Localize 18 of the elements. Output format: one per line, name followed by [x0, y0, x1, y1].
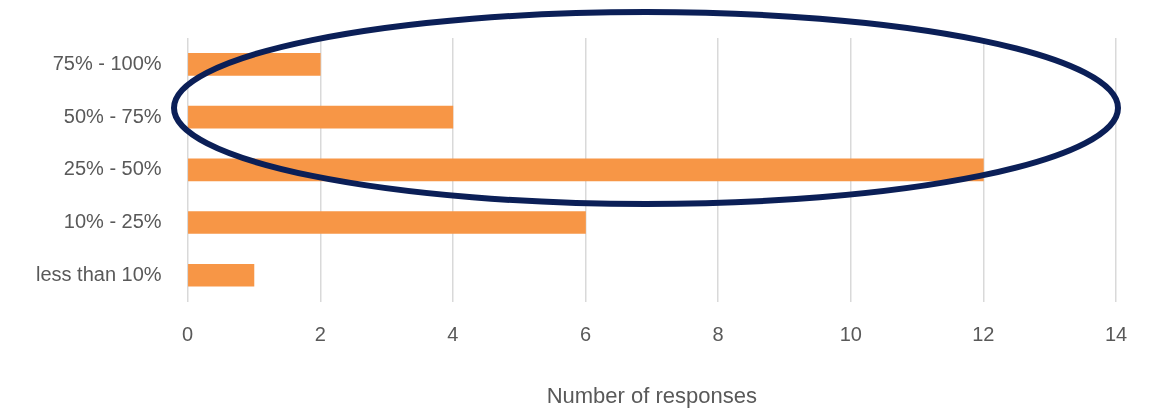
- y-tick-label: 50% - 75%: [63, 104, 162, 127]
- y-tick-label: 75% - 100%: [52, 51, 162, 74]
- x-tick-label: 0: [182, 323, 194, 346]
- bar: [188, 211, 586, 234]
- x-tick-label: 4: [447, 323, 459, 346]
- x-tick-label: 14: [1104, 323, 1128, 346]
- y-tick-label: 10% - 25%: [63, 210, 162, 233]
- y-tick-label: 25% - 50%: [63, 157, 162, 180]
- y-tick-label: less than 10%: [35, 262, 162, 285]
- x-tick-label: 10: [839, 323, 862, 346]
- x-axis-title: Number of responses: [546, 382, 757, 408]
- bar: [188, 105, 454, 129]
- bar: [188, 263, 255, 287]
- x-tick-label: 12: [972, 323, 995, 346]
- bar: [188, 158, 984, 182]
- x-tick-label: 2: [314, 323, 326, 346]
- x-tick-label: 6: [579, 323, 592, 346]
- x-tick-label: 8: [712, 323, 724, 346]
